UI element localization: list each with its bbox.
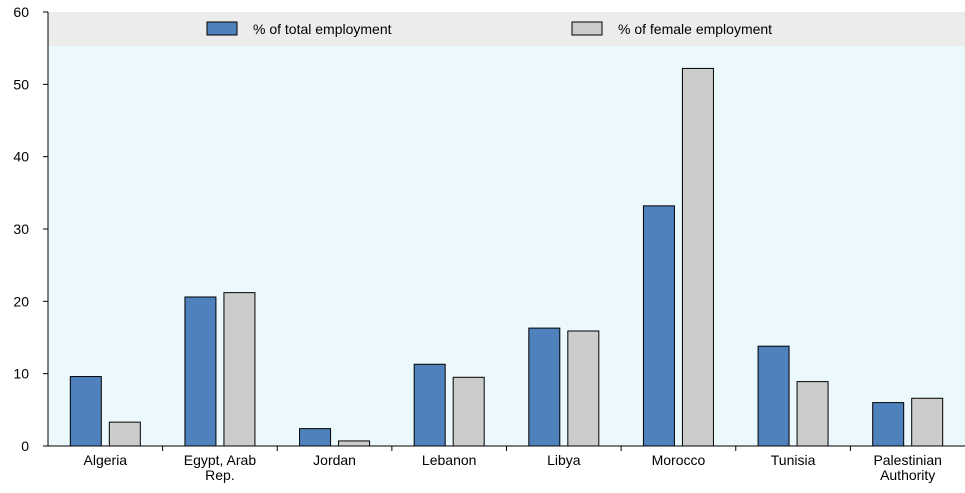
bar-female-employment — [452, 376, 485, 447]
x-tick-label: Jordan — [313, 452, 356, 468]
y-tick-label: 30 — [13, 221, 29, 237]
y-tick-label: 10 — [13, 366, 29, 382]
bar-female-employment — [108, 421, 141, 447]
bar-total-employment — [642, 205, 675, 447]
y-tick-label: 40 — [13, 149, 29, 165]
x-axis: Algeria Egypt, Arab Rep. Jordan Lebanon Libya… — [48, 445, 965, 483]
x-tick-label: Lebanon — [422, 452, 477, 468]
y-tick-label: 60 — [13, 4, 29, 20]
bar-female-employment — [796, 381, 829, 447]
bar-female-employment — [567, 330, 600, 447]
x-tick-label: Tunisia — [771, 452, 816, 468]
legend: % of total employment % of female employ… — [206, 21, 772, 37]
legend-swatch-female — [571, 21, 603, 36]
y-axis: 0 10 20 30 40 50 60 — [13, 4, 49, 454]
bar-total-employment — [184, 296, 217, 447]
bar-total-employment — [872, 402, 905, 447]
bar-total-employment — [69, 376, 102, 447]
x-tick-label: Libya — [547, 452, 581, 468]
y-tick-label: 0 — [21, 438, 29, 454]
bar-female-employment — [223, 292, 256, 447]
bar-total-employment — [528, 327, 561, 447]
legend-band — [48, 12, 965, 46]
bar-female-employment — [681, 67, 714, 447]
bar-total-employment — [757, 345, 790, 447]
legend-label-total: % of total employment — [253, 21, 392, 37]
y-tick-label: 20 — [13, 293, 29, 309]
legend-swatch-total — [206, 21, 238, 36]
bar-female-employment — [338, 440, 371, 447]
x-tick-label: Morocco — [652, 452, 706, 468]
bar-total-employment — [413, 363, 446, 447]
legend-label-female: % of female employment — [618, 21, 772, 37]
bar-total-employment — [299, 428, 332, 447]
x-tick-label: Egypt, Arab Rep. — [184, 452, 257, 483]
bar-female-employment — [911, 397, 944, 447]
y-tick-label: 50 — [13, 76, 29, 92]
x-tick-label: Palestinian Authority — [873, 452, 942, 483]
x-tick-label: Algeria — [84, 452, 128, 468]
bars — [69, 67, 944, 447]
